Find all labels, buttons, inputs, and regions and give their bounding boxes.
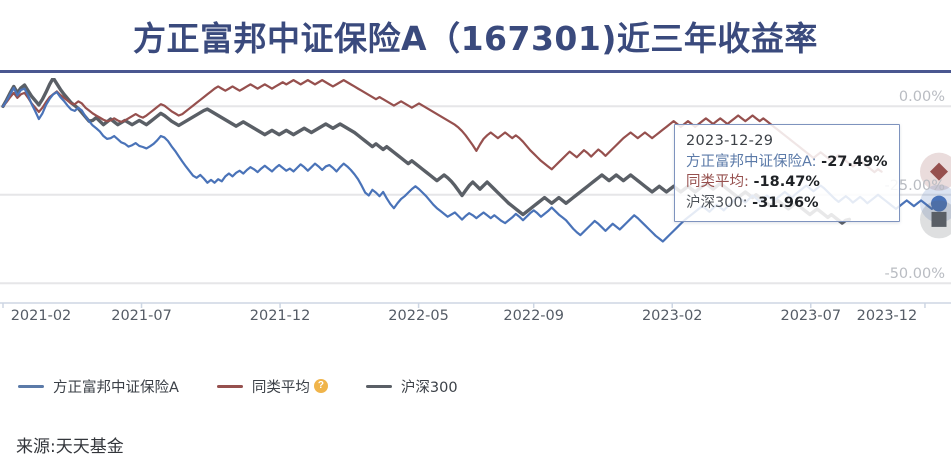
tooltip-row-index: 沪深300: -31.96% — [686, 193, 888, 214]
x-axis-tick-label: 2021-02 — [10, 308, 72, 324]
chart-tooltip: 2023-12-29 方正富邦中证保险A: -27.49% 同类平均: -18.… — [674, 124, 900, 223]
legend-label: 方正富邦中证保险A — [53, 379, 179, 396]
tooltip-series-value: -31.96% — [752, 194, 819, 211]
end-marker-circle — [931, 195, 947, 212]
tooltip-row-fund: 方正富邦中证保险A: -27.49% — [686, 152, 888, 173]
x-axis-tick-label: 2021-07 — [111, 308, 172, 324]
tooltip-series-name: 沪深300: — [686, 194, 748, 211]
legend-item-0[interactable]: 方正富邦中证保险A — [18, 376, 179, 397]
tooltip-series-name: 方正富邦中证保险A: — [686, 153, 817, 170]
x-axis-tick-label: 2023-12 — [856, 308, 918, 324]
chart-legend: 方正富邦中证保险A 同类平均? 沪深300 — [0, 374, 951, 398]
page-title: 方正富邦中证保险A（167301)近三年收益率 — [133, 19, 818, 58]
x-axis-tick-label: 2023-02 — [641, 308, 703, 324]
source-label: 来源:天天基金 — [16, 437, 124, 457]
tooltip-series-name: 同类平均: — [686, 174, 749, 191]
legend-label: 沪深300 — [400, 379, 458, 396]
tooltip-series-value: -27.49% — [821, 153, 888, 170]
y-axis-tick-label: -50.00% — [884, 266, 945, 283]
legend-item-1[interactable]: 同类平均? — [216, 376, 328, 397]
tooltip-date: 2023-12-29 — [686, 133, 774, 149]
x-axis-labels: 2021-02 2021-07 2021-12 2022-05 2022-09 2023-… — [0, 308, 951, 334]
series-line-1 — [1, 79, 883, 174]
legend-item-2[interactable]: 沪深300 — [365, 376, 458, 397]
end-marker-square — [931, 211, 947, 227]
y-axis-tick-label: 0.00% — [898, 89, 945, 106]
x-axis-tick-label: 2022-09 — [503, 308, 564, 324]
legend-label: 同类平均 — [251, 379, 310, 396]
chart-title-bar: 方正富邦中证保险A（167301)近三年收益率 — [0, 0, 951, 72]
x-axis-tick-label: 2023-07 — [780, 308, 842, 324]
tooltip-row-peer: 同类平均: -18.47% — [686, 172, 888, 193]
x-axis-tick-label: 2021-12 — [249, 308, 311, 324]
title-divider — [0, 70, 951, 73]
legend-swatch-icon — [18, 384, 44, 388]
end-marker-diamond — [930, 162, 948, 181]
help-icon[interactable]: ? — [313, 379, 328, 393]
y-axis-tick-label: -25.00% — [884, 177, 945, 194]
tooltip-series-value: -18.47% — [753, 174, 820, 191]
x-axis-tick-label: 2022-05 — [388, 308, 449, 324]
legend-swatch-icon — [216, 384, 243, 388]
legend-swatch-icon — [365, 384, 392, 388]
